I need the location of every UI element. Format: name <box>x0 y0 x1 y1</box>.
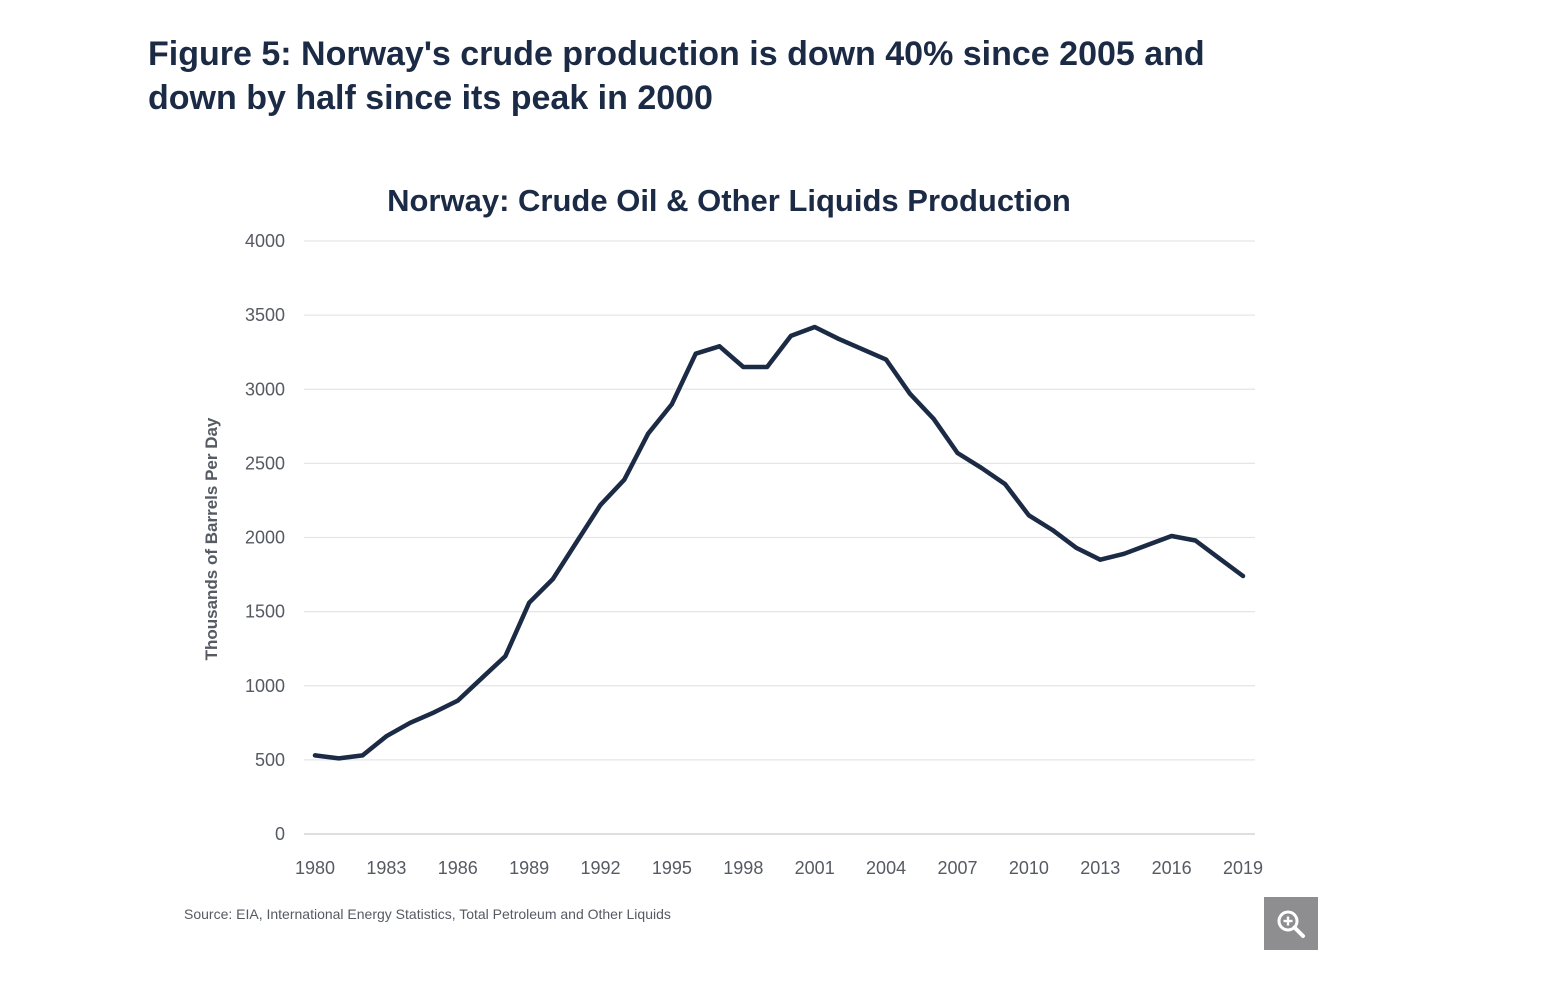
data-point <box>979 465 984 470</box>
data-point <box>669 402 674 407</box>
x-tick-label: 1983 <box>366 858 406 878</box>
y-tick-label: 1000 <box>245 676 285 696</box>
data-point <box>788 333 793 338</box>
data-point <box>1145 542 1150 547</box>
data-point <box>574 539 579 544</box>
x-tick-label: 2007 <box>937 858 977 878</box>
y-tick-label: 3500 <box>245 305 285 325</box>
data-point <box>455 698 460 703</box>
x-tick-label: 2004 <box>866 858 906 878</box>
zoom-in-icon <box>1277 910 1305 938</box>
data-point <box>598 502 603 507</box>
data-point <box>527 600 532 605</box>
data-point <box>860 347 865 352</box>
y-tick-label: 2000 <box>245 528 285 548</box>
data-point <box>1241 574 1245 579</box>
data-point <box>336 756 341 761</box>
data-point <box>1122 551 1127 556</box>
x-tick-label: 1989 <box>509 858 549 878</box>
data-point <box>384 734 389 739</box>
data-point <box>1050 528 1055 533</box>
data-point <box>1169 534 1174 539</box>
x-tick-label: 1998 <box>723 858 763 878</box>
x-tick-label: 2010 <box>1009 858 1049 878</box>
x-axis-ticks: 1980 1983 1986 1989 1992 1995 1998 2001 2004 2007… <box>295 858 1263 878</box>
x-tick-label: 1980 <box>295 858 335 878</box>
data-point <box>408 720 413 725</box>
data-point <box>693 351 698 356</box>
data-point <box>1193 538 1198 543</box>
data-point <box>955 450 960 455</box>
data-point <box>812 324 817 329</box>
data-point <box>765 365 770 370</box>
y-tick-label: 1500 <box>245 602 285 622</box>
data-point <box>931 416 936 421</box>
x-tick-label: 1986 <box>438 858 478 878</box>
data-point <box>479 676 484 681</box>
data-point <box>550 577 555 582</box>
series-layer <box>312 324 1246 761</box>
x-tick-label: 2019 <box>1223 858 1263 878</box>
data-point <box>646 431 651 436</box>
data-point <box>1026 513 1031 518</box>
data-point <box>884 357 889 362</box>
data-point <box>741 365 746 370</box>
series-line-0 <box>312 324 1246 761</box>
x-tick-label: 2013 <box>1080 858 1120 878</box>
y-tick-label: 500 <box>255 750 285 770</box>
x-tick-label: 2001 <box>795 858 835 878</box>
y-axis-title: Thousands of Barrels Per Day <box>202 417 221 660</box>
chart-title: Norway: Crude Oil & Other Liquids Produc… <box>387 183 1071 218</box>
data-point <box>1217 556 1222 561</box>
data-point <box>622 477 627 482</box>
x-tick-label: 1995 <box>652 858 692 878</box>
figure-title: Figure 5: Norway's crude production is d… <box>148 32 1328 120</box>
zoom-button[interactable] <box>1264 897 1318 950</box>
data-point <box>836 336 841 341</box>
y-tick-label: 2500 <box>245 453 285 473</box>
data-point <box>431 710 436 715</box>
data-point <box>1003 482 1008 487</box>
data-point <box>907 391 912 396</box>
x-tick-label: 2016 <box>1152 858 1192 878</box>
source-note: Source: EIA, International Energy Statis… <box>184 906 671 922</box>
data-point <box>360 753 365 758</box>
y-axis-ticks: 4000 3500 3000 2500 2000 1500 1000 500 0 <box>245 231 285 844</box>
grid <box>304 240 1255 835</box>
x-tick-label: 1992 <box>581 858 621 878</box>
y-tick-label: 3000 <box>245 379 285 399</box>
figure-title-line-2: down by half since its peak in 2000 <box>148 79 713 117</box>
y-tick-label: 4000 <box>245 231 285 251</box>
data-point <box>1074 545 1079 550</box>
data-point <box>313 753 317 758</box>
data-point <box>1098 557 1103 562</box>
data-point <box>717 344 722 349</box>
data-point <box>503 654 508 659</box>
y-tick-label: 0 <box>275 824 285 844</box>
figure-title-line-1: Figure 5: Norway's crude production is d… <box>148 35 1205 73</box>
